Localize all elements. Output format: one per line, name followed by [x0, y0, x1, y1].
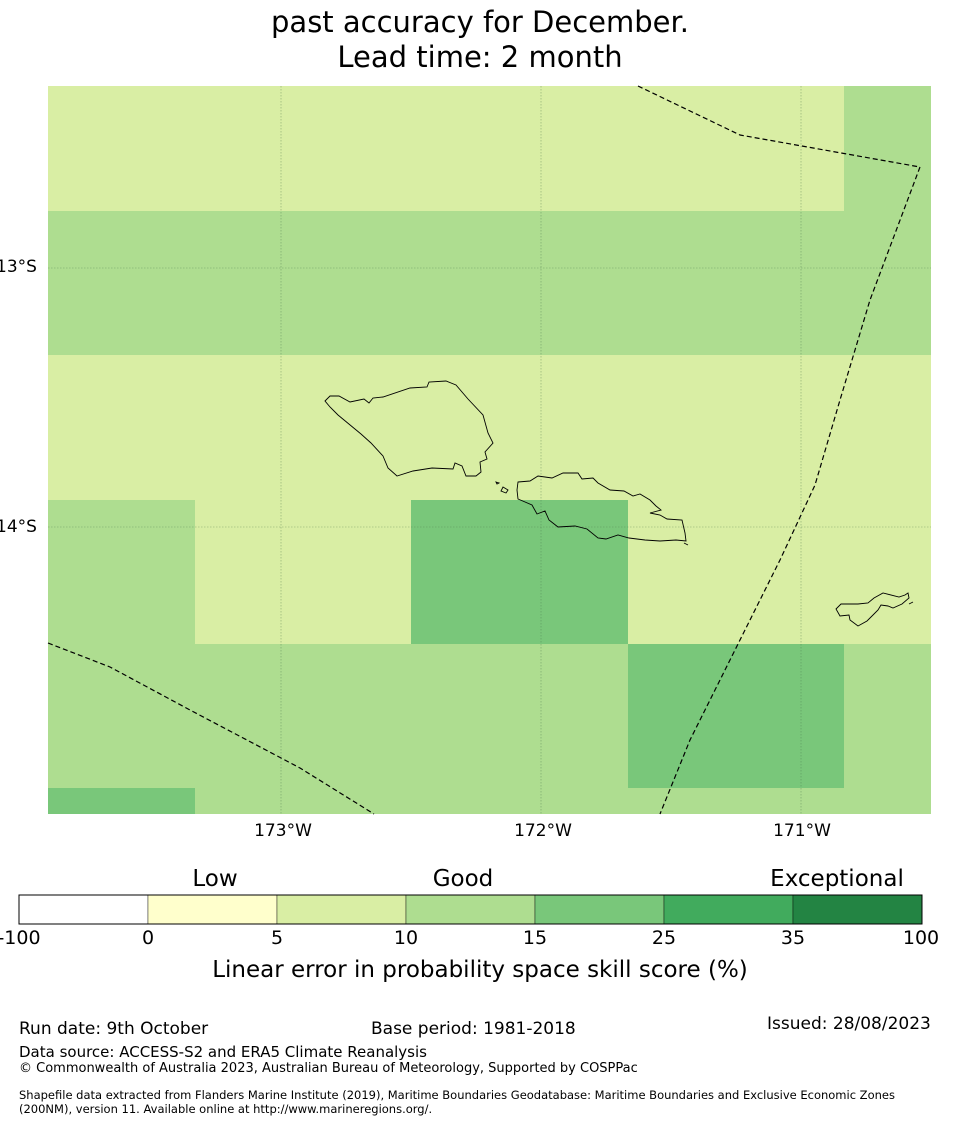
lon-label-172w: 172°W — [514, 821, 572, 841]
eez-boundary-southwest — [47, 642, 375, 815]
grid-cell — [628, 500, 931, 644]
grid-cell — [48, 500, 195, 644]
island-outlines — [324, 380, 914, 627]
shapefile-credit-line-2: (200NM), version 11. Available online at… — [19, 1102, 433, 1116]
apolima-islet — [495, 481, 501, 485]
issued-date: Issued: 28/08/2023 — [767, 1014, 931, 1034]
grid-cell — [844, 644, 931, 788]
colorbar-tick: 10 — [393, 927, 419, 949]
colorbar-segment — [405, 894, 536, 925]
colorbar-tick: 100 — [902, 927, 940, 949]
colorbar — [18, 894, 923, 925]
shapefile-credit-line-1: Shapefile data extracted from Flanders M… — [19, 1088, 895, 1102]
colorbar-segment — [18, 894, 149, 925]
skill-grid — [48, 86, 931, 814]
grid-cell — [48, 86, 844, 211]
lon-label-171w: 171°W — [773, 821, 831, 841]
colorbar-segment — [276, 894, 407, 925]
map-title-line-1: past accuracy for December. — [271, 5, 689, 39]
colorbar-tick: 15 — [522, 927, 548, 949]
colorbar-segment — [534, 894, 665, 925]
category-label-low: Low — [192, 866, 238, 892]
map-gridlines — [48, 86, 931, 814]
colorbar-tick: -100 — [0, 927, 41, 949]
category-label-exceptional: Exceptional — [770, 866, 904, 892]
colorbar-segment — [147, 894, 278, 925]
copyright-notice: © Commonwealth of Australia 2023, Austra… — [19, 1061, 638, 1076]
tutuila-island — [835, 592, 910, 627]
grid-cell — [195, 788, 931, 814]
run-date: Run date: 9th October — [19, 1019, 209, 1039]
map-title-line-2: Lead time: 2 month — [337, 40, 623, 74]
grid-cell — [48, 355, 931, 500]
colorbar-title: Linear error in probability space skill … — [212, 957, 748, 983]
grid-cell — [195, 500, 411, 644]
grid-cell — [628, 644, 844, 788]
colorbar-segment — [792, 894, 923, 925]
eez-boundary-north — [637, 85, 921, 815]
colorbar-tick: 5 — [270, 927, 284, 949]
maritime-boundaries — [47, 85, 921, 815]
grid-cell — [48, 211, 931, 355]
grid-cell — [411, 500, 628, 644]
base-period: Base period: 1981-2018 — [371, 1019, 576, 1039]
lat-label-13s: 13°S — [0, 257, 37, 277]
colorbar-segment — [663, 894, 794, 925]
grid-cell — [48, 644, 628, 788]
savaii-island — [324, 380, 494, 477]
manono-islet — [500, 486, 509, 494]
colorbar-tick: 0 — [141, 927, 155, 949]
data-source: Data source: ACCESS-S2 and ERA5 Climate … — [19, 1043, 427, 1061]
category-label-good: Good — [432, 866, 494, 892]
grid-cell — [844, 86, 931, 211]
aunuu-islet — [908, 601, 914, 605]
lon-label-173w: 173°W — [254, 821, 312, 841]
colorbar-tick: 25 — [651, 927, 677, 949]
colorbar-tick: 35 — [780, 927, 806, 949]
upolu-island — [516, 472, 687, 542]
colorbar-frame — [18, 894, 923, 925]
lat-label-14s: 14°S — [0, 517, 37, 537]
grid-cell — [48, 788, 195, 814]
